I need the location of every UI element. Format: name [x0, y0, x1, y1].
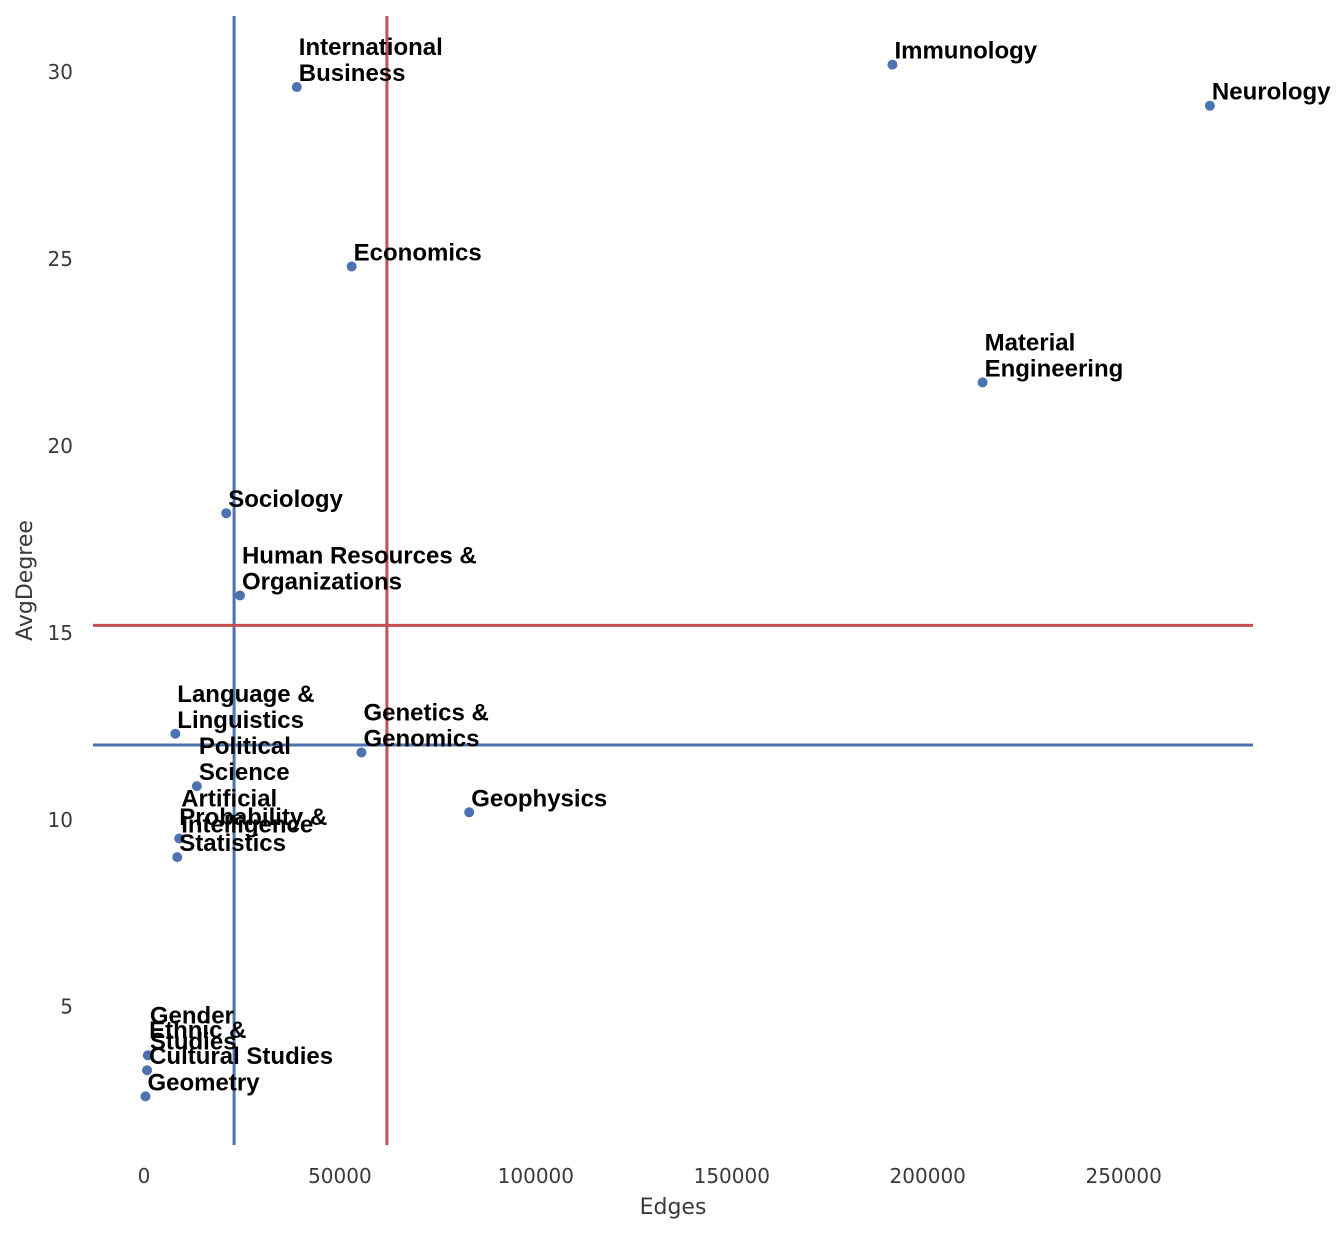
y-tick-label: 20: [48, 434, 73, 458]
data-point: [977, 377, 988, 388]
data-point-label: Gender Studies: [150, 1002, 237, 1055]
x-tick-label: 200000: [890, 1164, 966, 1188]
data-point-label: Language & Linguistics: [177, 681, 314, 734]
data-point: [1204, 100, 1215, 111]
y-axis-ticks: 5 10 15 20 25 30: [48, 60, 73, 1019]
x-tick-label: 50000: [308, 1164, 372, 1188]
data-point: [887, 59, 898, 70]
data-point: [140, 1091, 151, 1102]
x-axis-ticks: 0 50000 100000 150000 200000 250000: [138, 1164, 1162, 1188]
data-point-label: Human Resources & Organizations: [242, 542, 477, 595]
data-point-label: Immunology: [894, 38, 1037, 65]
data-point: [356, 747, 367, 758]
data-point: [170, 728, 181, 739]
x-axis-title: Edges: [640, 1195, 707, 1220]
y-tick-label: 10: [48, 808, 73, 832]
y-tick-label: 25: [48, 247, 73, 271]
reference-lines: [93, 16, 1253, 1145]
data-point-label: Genetics & Genomics: [363, 699, 488, 752]
data-point-label: Political Science: [199, 733, 291, 786]
data-point-label: Economics: [354, 239, 482, 266]
data-point: [191, 781, 202, 792]
data-point-label: Neurology: [1212, 79, 1331, 106]
data-point: [172, 852, 183, 863]
data-point-label: International Business: [299, 34, 443, 87]
x-tick-label: 0: [138, 1164, 151, 1188]
data-point-label: Material Engineering: [985, 329, 1124, 382]
data-point: [142, 1065, 153, 1076]
data-point: [234, 590, 245, 601]
data-point-label: Geophysics: [471, 785, 607, 812]
data-point: [464, 807, 475, 818]
x-tick-label: 100000: [498, 1164, 574, 1188]
data-point-label: Probability & Statistics: [179, 804, 327, 857]
data-point-label: Geometry: [148, 1069, 261, 1096]
data-point-label: Artificial Intelligence: [181, 785, 313, 838]
data-point: [221, 508, 232, 519]
data-point: [291, 82, 302, 93]
data-points: [140, 59, 1215, 1102]
data-point: [346, 261, 357, 272]
data-point: [142, 1050, 153, 1061]
data-point-labels: International Business Immunology Neurology…: [148, 34, 1332, 1096]
data-point-label: Ethnic & Cultural Studies: [149, 1017, 333, 1070]
y-tick-label: 15: [48, 621, 73, 645]
data-point-label: Sociology: [228, 486, 343, 513]
x-tick-label: 250000: [1085, 1164, 1161, 1188]
y-tick-label: 5: [60, 995, 73, 1019]
y-tick-label: 30: [48, 60, 73, 84]
y-axis-title: AvgDegree: [13, 520, 38, 641]
x-tick-label: 150000: [694, 1164, 770, 1188]
data-point: [174, 833, 185, 844]
